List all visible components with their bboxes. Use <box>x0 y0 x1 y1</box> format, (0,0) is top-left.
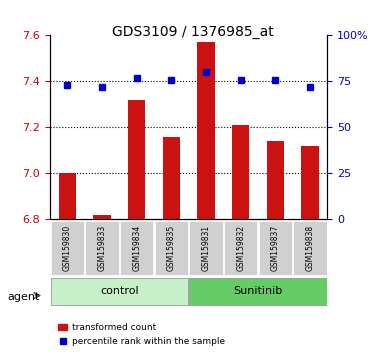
Text: Sunitinib: Sunitinib <box>233 286 283 296</box>
Text: GSM159837: GSM159837 <box>271 225 280 271</box>
Text: GSM159835: GSM159835 <box>167 225 176 271</box>
Bar <box>93 215 111 219</box>
FancyBboxPatch shape <box>224 221 257 275</box>
FancyBboxPatch shape <box>189 278 326 305</box>
FancyBboxPatch shape <box>259 221 292 275</box>
Text: GSM159831: GSM159831 <box>201 225 211 271</box>
FancyBboxPatch shape <box>189 221 223 275</box>
Bar <box>162 137 180 219</box>
Text: GSM159834: GSM159834 <box>132 225 141 271</box>
Text: control: control <box>100 286 139 296</box>
Bar <box>232 125 249 219</box>
Bar <box>301 146 318 219</box>
Bar <box>266 141 284 219</box>
Bar <box>128 100 145 219</box>
Text: GSM159838: GSM159838 <box>305 225 315 271</box>
FancyBboxPatch shape <box>85 221 119 275</box>
FancyBboxPatch shape <box>120 221 153 275</box>
Text: GSM159833: GSM159833 <box>97 225 107 271</box>
FancyBboxPatch shape <box>293 221 326 275</box>
Bar <box>197 42 215 219</box>
FancyBboxPatch shape <box>51 278 188 305</box>
Bar <box>59 173 76 219</box>
FancyBboxPatch shape <box>155 221 188 275</box>
Text: GSM159830: GSM159830 <box>63 225 72 271</box>
Text: agent: agent <box>8 292 40 302</box>
Text: GDS3109 / 1376985_at: GDS3109 / 1376985_at <box>112 25 273 39</box>
Text: GSM159832: GSM159832 <box>236 225 245 271</box>
FancyBboxPatch shape <box>51 221 84 275</box>
Legend: transformed count, percentile rank within the sample: transformed count, percentile rank withi… <box>55 320 228 349</box>
